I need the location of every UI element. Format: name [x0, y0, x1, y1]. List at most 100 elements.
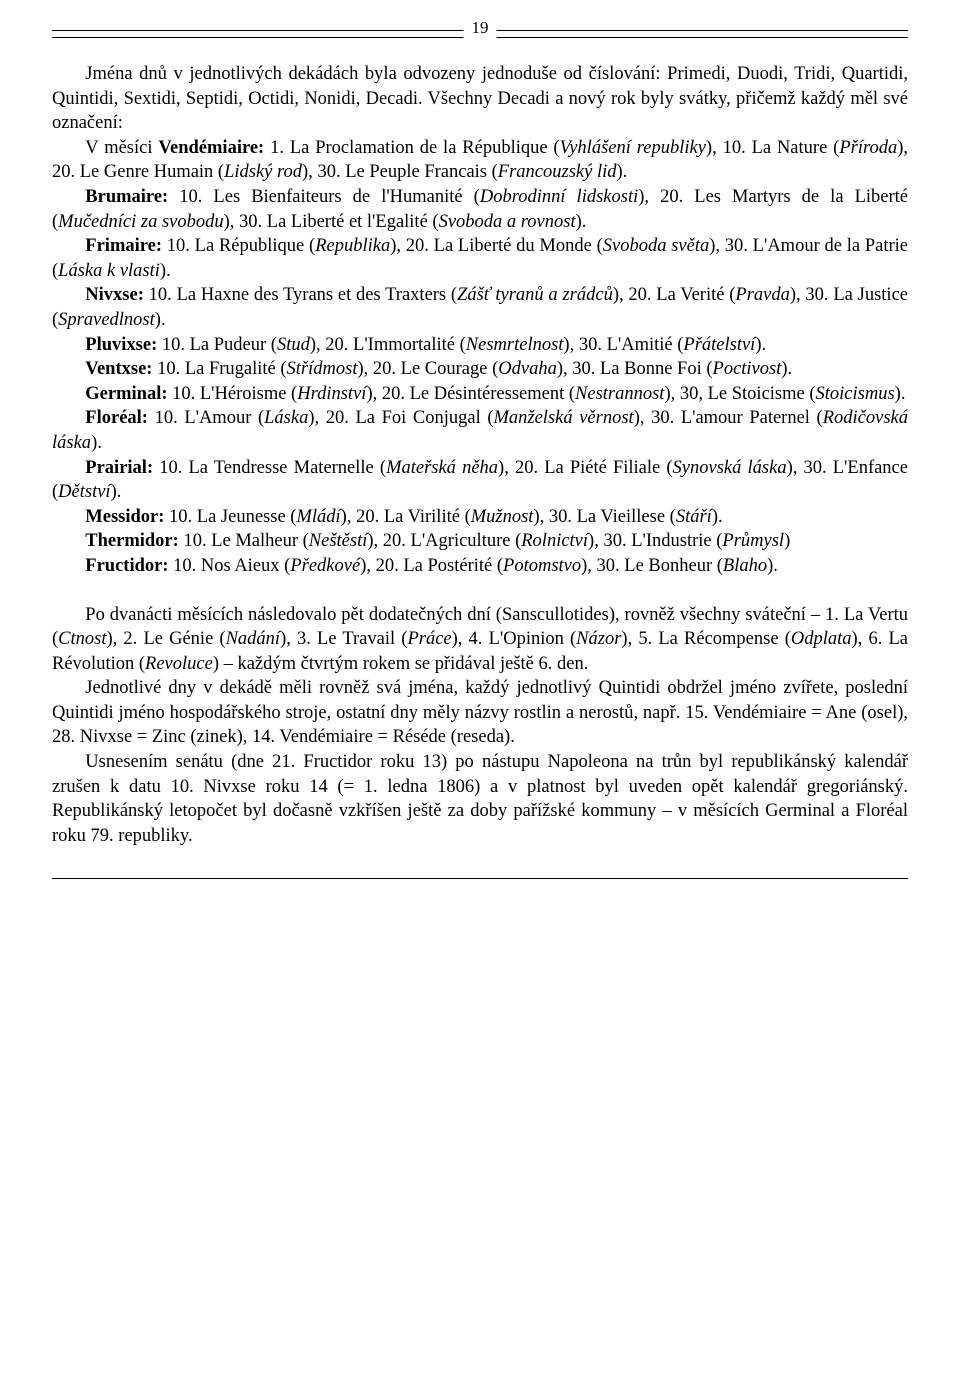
paragraph-messidor: Messidor: 10. La Jeunesse (Mládí), 20. L…: [52, 505, 908, 530]
text: ), 20. Le Désintéressement (: [366, 384, 575, 404]
paragraph-floreal: Floréal: 10. L'Amour (Láska), 20. La Foi…: [52, 406, 908, 455]
translation: Názor: [576, 629, 621, 649]
translation: Nestrannost: [575, 384, 664, 404]
text: ).: [895, 384, 906, 404]
text: ).: [767, 556, 778, 576]
text: ), 30, Le Stoicisme (: [664, 384, 815, 404]
translation: Hrdinství: [297, 384, 366, 404]
month-name: Ventxse:: [85, 359, 157, 379]
paragraph-brumaire: Brumaire: 10. Les Bienfaiteurs de l'Huma…: [52, 185, 908, 234]
paragraph-ventxse: Ventxse: 10. La Frugalité (Střídmost), 2…: [52, 357, 908, 382]
text: 10. Nos Aieux (: [173, 556, 290, 576]
text: 10. La République (: [167, 236, 315, 256]
paragraph-nivxse: Nivxse: 10. La Haxne des Tyrans et des T…: [52, 283, 908, 332]
text: ).: [111, 482, 122, 502]
translation: Příroda: [839, 138, 897, 158]
text: ).: [616, 162, 627, 182]
text: ), 30. La Vieillese (: [533, 507, 675, 527]
translation: Střídmost: [287, 359, 358, 379]
text: ), 20. La Piété Filiale (: [498, 458, 673, 478]
month-name: Germinal:: [85, 384, 172, 404]
text: ), 20. La Postérité (: [360, 556, 503, 576]
translation: Francouzský lid: [498, 162, 617, 182]
month-name: Fructidor:: [85, 556, 173, 576]
text: 10. L'Héroisme (: [172, 384, 297, 404]
translation: Zášť tyranů a zrádců: [457, 285, 613, 305]
translation: Práce: [407, 629, 451, 649]
text: ), 20. Le Courage (: [357, 359, 498, 379]
page-number: 19: [464, 18, 497, 38]
paragraph-thermidor: Thermidor: 10. Le Malheur (Neštěstí), 20…: [52, 529, 908, 554]
translation: Odvaha: [498, 359, 557, 379]
text: ), 30. Le Peuple Francais (: [302, 162, 498, 182]
translation: Rolnictví: [521, 531, 588, 551]
month-name: Thermidor:: [85, 531, 183, 551]
translation: Stoicismus: [816, 384, 895, 404]
translation: Průmysl: [722, 531, 784, 551]
text: 1. La Proclamation de la République (: [270, 138, 560, 158]
translation: Přátelství: [683, 335, 755, 355]
paragraph-prairial: Prairial: 10. La Tendresse Maternelle (M…: [52, 456, 908, 505]
text: ).: [755, 335, 766, 355]
month-name: Brumaire:: [85, 187, 179, 207]
text: ), 20. L'Immortalité (: [310, 335, 466, 355]
footer-rule: [52, 878, 908, 879]
text: ), 20. L'Agriculture (: [367, 531, 521, 551]
text: 10. La Frugalité (: [157, 359, 286, 379]
text: 10. L'Amour (: [155, 408, 265, 428]
translation: Dobrodinní lidskosti: [480, 187, 638, 207]
paragraph-pluvixse: Pluvixse: 10. La Pudeur (Stud), 20. L'Im…: [52, 333, 908, 358]
translation: Láska: [264, 408, 308, 428]
text: Usnesením senátu (dne 21. Fructidor roku…: [52, 752, 908, 846]
translation: Láska k vlasti: [58, 261, 160, 281]
text: ), 30. L'amour Paternel (: [634, 408, 823, 428]
text: ).: [160, 261, 171, 281]
header-rule-top: 19: [52, 30, 908, 31]
text: ).: [781, 359, 792, 379]
month-name: Pluvixse:: [85, 335, 162, 355]
text: ), 20. La Virilité (: [341, 507, 471, 527]
paragraph-intro: Jména dnů v jednotlivých dekádách byla o…: [52, 62, 908, 136]
translation: Stáří: [676, 507, 712, 527]
translation: Svoboda a rovnost: [439, 212, 576, 232]
translation: Synovská láska: [673, 458, 787, 478]
translation: Odplata: [791, 629, 852, 649]
paragraph-frimaire: Frimaire: 10. La République (Republika),…: [52, 234, 908, 283]
text: ), 30. L'Industrie (: [588, 531, 722, 551]
text: ) – každým čtvrtým rokem se přidával ješ…: [213, 654, 589, 674]
text: Jména dnů v jednotlivých dekádách byla o…: [52, 64, 908, 133]
translation: Spravedlnost: [58, 310, 155, 330]
text: 10. La Pudeur (: [162, 335, 277, 355]
translation: Manželská věrnost: [493, 408, 633, 428]
paragraph-sanscullotides: Po dvanácti měsících následovalo pět dod…: [52, 603, 908, 677]
translation: Poctivost: [713, 359, 782, 379]
translation: Ctnost: [58, 629, 106, 649]
translation: Nesmrtelnost: [466, 335, 564, 355]
paragraph-vendemiaire: V měsíci Vendémiaire: 1. La Proclamation…: [52, 136, 908, 185]
body-text: Jména dnů v jednotlivých dekádách byla o…: [52, 62, 908, 848]
translation: Blaho: [723, 556, 767, 576]
text: ), 20. La Verité (: [613, 285, 736, 305]
translation: Mučedníci za svobodu: [58, 212, 223, 232]
text: ), 10. La Nature (: [706, 138, 839, 158]
text: ), 30. L'Amitié (: [563, 335, 683, 355]
text: ), 5. La Récompense (: [621, 629, 790, 649]
translation: Republika: [315, 236, 390, 256]
text: ).: [712, 507, 723, 527]
month-name: Prairial:: [85, 458, 159, 478]
text: ), 3. Le Travail (: [280, 629, 407, 649]
text: ), 30. Le Bonheur (: [581, 556, 723, 576]
month-name: Frimaire:: [85, 236, 166, 256]
text: Jednotlivé dny v dekádě měli rovněž svá …: [52, 678, 908, 747]
translation: Svoboda světa: [603, 236, 710, 256]
text: 10. La Jeunesse (: [169, 507, 296, 527]
text: ), 2. Le Génie (: [107, 629, 226, 649]
paragraph-fructidor: Fructidor: 10. Nos Aieux (Předkové), 20.…: [52, 554, 908, 579]
text: 10. La Haxne des Tyrans et des Traxters …: [149, 285, 457, 305]
paragraph-daynames: Jednotlivé dny v dekádě měli rovněž svá …: [52, 676, 908, 750]
translation: Stud: [277, 335, 310, 355]
text: ), 20. La Liberté du Monde (: [390, 236, 603, 256]
translation: Pravda: [735, 285, 789, 305]
text: ), 30. La Liberté et l'Egalité (: [224, 212, 439, 232]
translation: Vyhlášení republiky: [560, 138, 706, 158]
